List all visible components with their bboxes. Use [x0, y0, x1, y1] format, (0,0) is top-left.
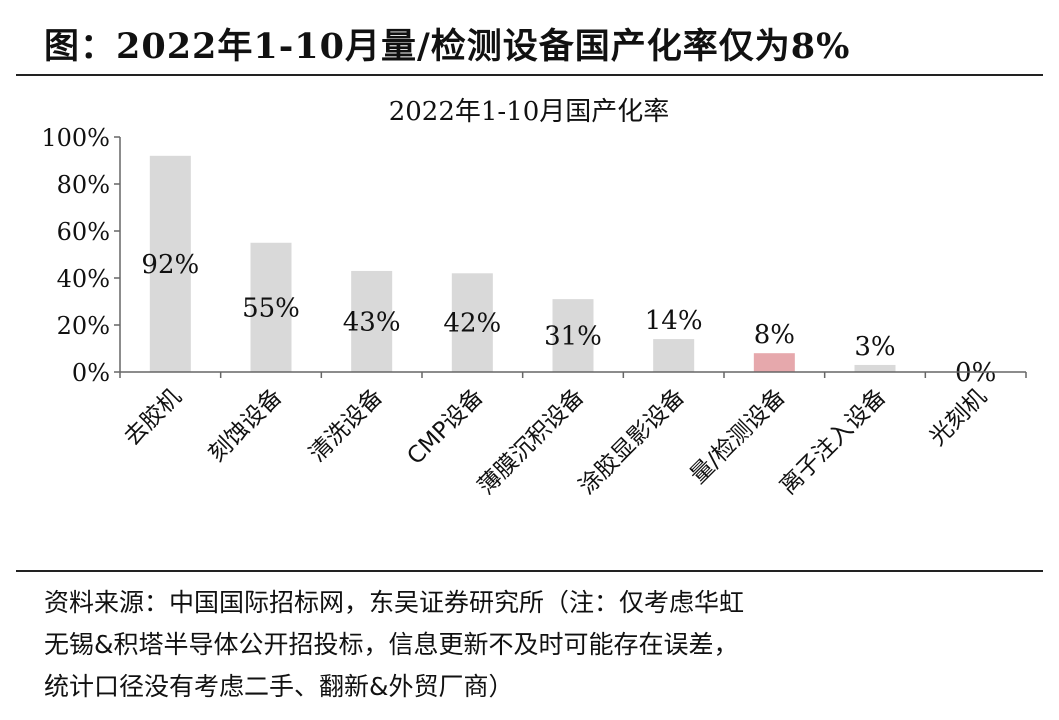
bar-6 — [653, 339, 695, 372]
category-label-9: 光刻机 — [925, 384, 992, 451]
y-tick-label-5: 80% — [57, 171, 110, 199]
y-tick-label-4: 60% — [57, 218, 110, 246]
source-line-1: 资料来源：中国国际招标网，东吴证券研究所（注：仅考虑华虹 — [44, 588, 745, 617]
value-label-2: 55% — [242, 293, 300, 323]
category-label-5: 薄膜沉积设备 — [473, 384, 589, 500]
value-label-3: 43% — [343, 307, 401, 337]
value-label-4: 42% — [443, 309, 501, 339]
category-label-1: 去胶机 — [119, 384, 186, 451]
y-tick-label-1: 0% — [72, 359, 110, 387]
value-label-8: 3% — [854, 332, 895, 362]
figure-title: 图：2022年1-10月量/检测设备国产化率仅为8% — [44, 26, 851, 67]
y-tick-label-3: 40% — [57, 265, 110, 293]
category-label-6: 涂胶显影设备 — [574, 384, 690, 500]
source-line-2: 无锡&积塔半导体公开招投标，信息更新不及时可能存在误差， — [44, 630, 739, 659]
value-label-1: 92% — [141, 250, 199, 280]
category-label-3: 清洗设备 — [304, 384, 387, 467]
bar-3 — [351, 270, 393, 372]
bar-4 — [451, 273, 493, 372]
source-line-3: 统计口径没有考虑二手、翻新&外贸厂商） — [44, 672, 514, 701]
value-label-7: 8% — [754, 320, 795, 350]
bar-chart: 2022年1-10月国产化率 92%55% 43% 42% 31%14% 8% 3%0% … — [41, 97, 1027, 500]
category-label-4: CMP设备 — [402, 384, 488, 470]
bar-7 — [753, 353, 795, 372]
bar-5 — [552, 299, 594, 372]
bar-1 — [149, 155, 191, 372]
value-label-5: 31% — [544, 322, 602, 352]
chart-title: 2022年1-10月国产化率 — [389, 97, 670, 127]
category-label-8: 离子注入设备 — [775, 384, 891, 500]
source-note: 资料来源：中国国际招标网，东吴证券研究所（注：仅考虑华虹 无锡&积塔半导体公开招… — [44, 582, 1044, 708]
value-label-9: 0% — [955, 358, 996, 388]
bottom-divider — [16, 570, 1043, 572]
bar-8 — [854, 364, 896, 372]
category-label-7: 量/检测设备 — [685, 384, 790, 489]
top-divider — [16, 74, 1043, 76]
value-label-6: 14% — [645, 306, 703, 336]
bar-2 — [250, 242, 292, 372]
y-tick-label-6: 100% — [41, 124, 110, 152]
category-label-2: 刻蚀设备 — [204, 384, 287, 467]
y-tick-label-2: 20% — [57, 312, 110, 340]
